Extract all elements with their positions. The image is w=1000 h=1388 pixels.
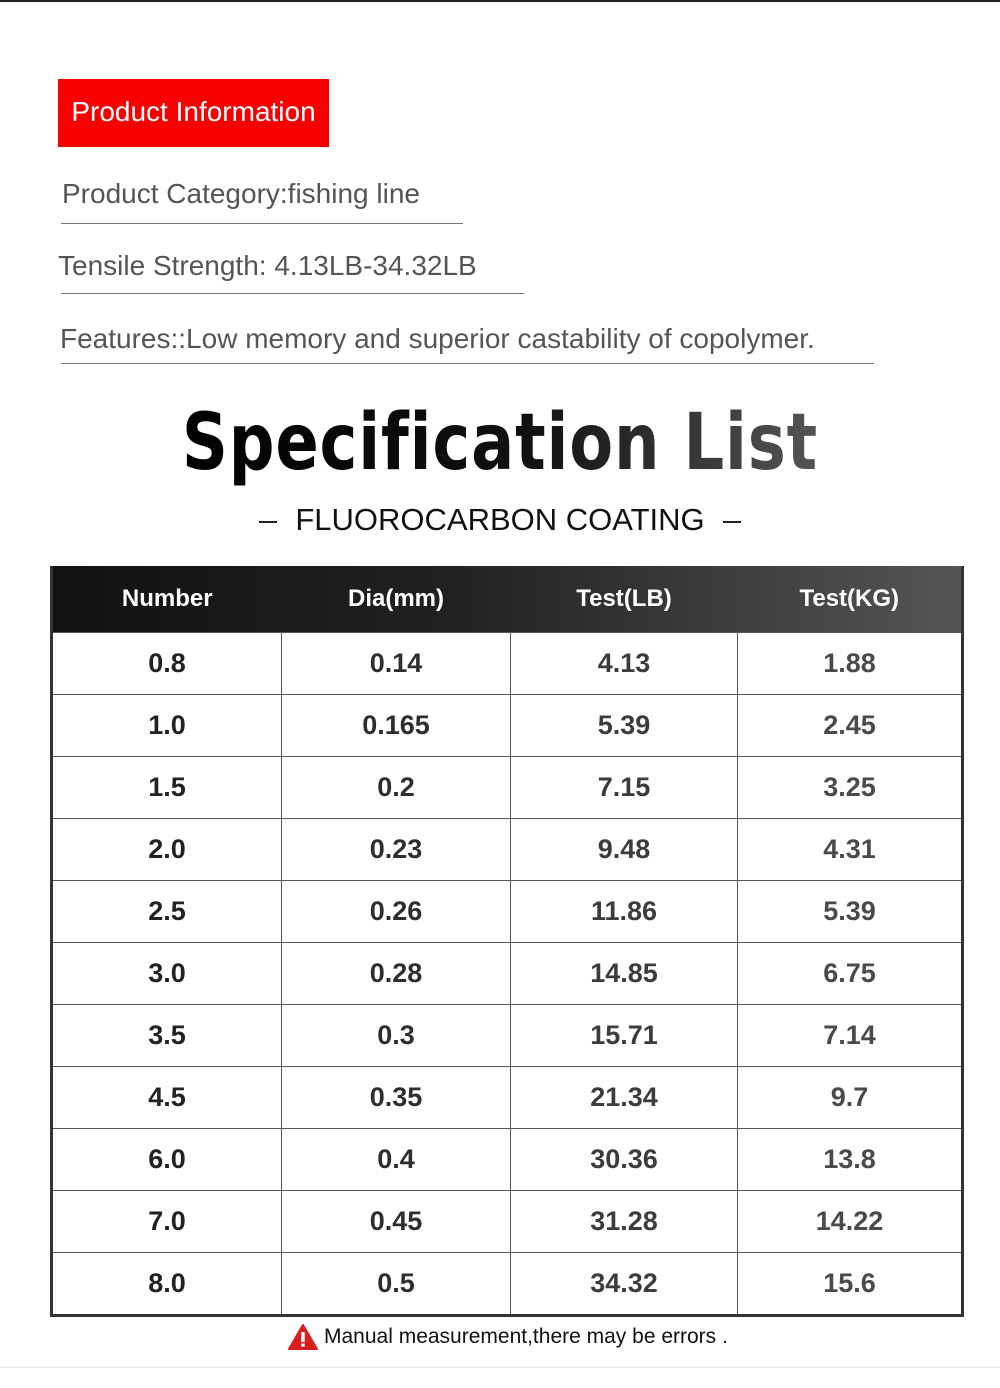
table-row: 1.5 0.2 7.15 3.25 [51,755,963,819]
column-header: Test(LB) [576,584,672,612]
measurement-note: Manual measurement,there may be errors . [288,1324,728,1350]
table-cell: 14.85 [510,941,738,1005]
table-cell: 0.14 [281,631,511,695]
column-header: Test(KG) [799,584,900,612]
bottom-divider [0,1366,1000,1368]
column-header: Dia(mm) [347,584,444,612]
table-cell: 9.48 [510,817,738,881]
table-cell: 15.71 [510,1003,738,1067]
table-cell: 34.32 [510,1251,738,1316]
table-cell: 3.25 [737,755,963,819]
tensile-strength: Tensile Strength: 4.13LB-34.32LB [58,250,477,281]
features: Features::Low memory and superior castab… [60,323,815,354]
table-cell: 5.39 [510,693,738,757]
table-row: 2.5 0.26 11.86 5.39 [51,879,963,943]
table-cell: 3.5 [51,1003,282,1067]
table-cell: 11.86 [510,879,738,943]
table-row: 7.0 0.45 31.28 14.22 [51,1189,963,1253]
table-cell: 7.15 [510,755,738,819]
table-cell: 0.5 [281,1251,511,1316]
table-row: 3.0 0.28 14.85 6.75 [51,941,963,1005]
table-row: 4.5 0.35 21.34 9.7 [51,1065,963,1129]
table-cell: 6.0 [51,1127,282,1191]
table-cell: 2.0 [51,817,282,881]
table-cell: 0.35 [281,1065,511,1129]
table-cell: 1.88 [737,631,963,695]
table-cell: 2.5 [51,879,282,943]
subtitle: FLUOROCARBON COATING [0,500,1000,540]
table-cell: 0.28 [281,941,511,1005]
table-row: 0.8 0.14 4.13 1.88 [51,631,963,695]
product-information-badge: Product Information [58,79,329,147]
table-cell: 7.14 [737,1003,963,1067]
table-cell: 30.36 [510,1127,738,1191]
specification-title: Specification List [0,392,1000,493]
table-cell: 31.28 [510,1189,738,1253]
warning-icon [288,1324,318,1350]
subtitle-text: FLUOROCARBON COATING [295,502,705,537]
table-cell: 0.45 [281,1189,511,1253]
table-cell: 0.165 [281,693,511,757]
table-cell: 0.8 [51,631,282,695]
table-cell: 0.26 [281,879,511,943]
table-cell: 0.4 [281,1127,511,1191]
table-row: 2.0 0.23 9.48 4.31 [51,817,963,881]
dash [259,520,278,523]
table-cell: 2.45 [737,693,963,757]
table-cell: 5.39 [737,879,963,943]
divider [61,223,463,224]
table-cell: 13.8 [737,1127,963,1191]
product-category: Product Category:fishing line [62,178,420,209]
table-cell: 14.22 [737,1189,963,1253]
divider [61,363,874,364]
table-cell: 1.5 [51,755,282,819]
divider [61,293,524,294]
table-cell: 0.2 [281,755,511,819]
top-divider [0,0,1000,2]
spec-table: Number Dia(mm) Test(LB) Test(KG) 0.8 0.14 4.1… [50,566,964,1317]
table-cell: 9.7 [737,1065,963,1129]
table-cell: 4.5 [51,1065,282,1129]
table-cell: 21.34 [510,1065,738,1129]
table-cell: 3.0 [51,941,282,1005]
table-cell: 4.13 [510,631,738,695]
table-row: 3.5 0.3 15.71 7.14 [51,1003,963,1067]
table-row: 1.0 0.165 5.39 2.45 [51,693,963,757]
table-cell: 1.0 [51,693,282,757]
table-cell: 4.31 [737,817,963,881]
table-cell: 0.23 [281,817,511,881]
table-cell: 6.75 [737,941,963,1005]
table-cell: 8.0 [51,1251,282,1316]
column-header: Number [121,584,213,612]
note-text: Manual measurement,there may be errors . [324,1325,728,1348]
title-text: Specification List [182,393,818,493]
table-cell: 15.6 [737,1251,963,1316]
table-header: Number Dia(mm) Test(LB) Test(KG) [51,566,963,632]
table-row: 8.0 0.5 34.32 15.6 [51,1251,963,1316]
table-row: 6.0 0.4 30.36 13.8 [51,1127,963,1191]
dash [722,520,741,523]
table-cell: 0.3 [281,1003,511,1067]
table-cell: 7.0 [51,1189,282,1253]
